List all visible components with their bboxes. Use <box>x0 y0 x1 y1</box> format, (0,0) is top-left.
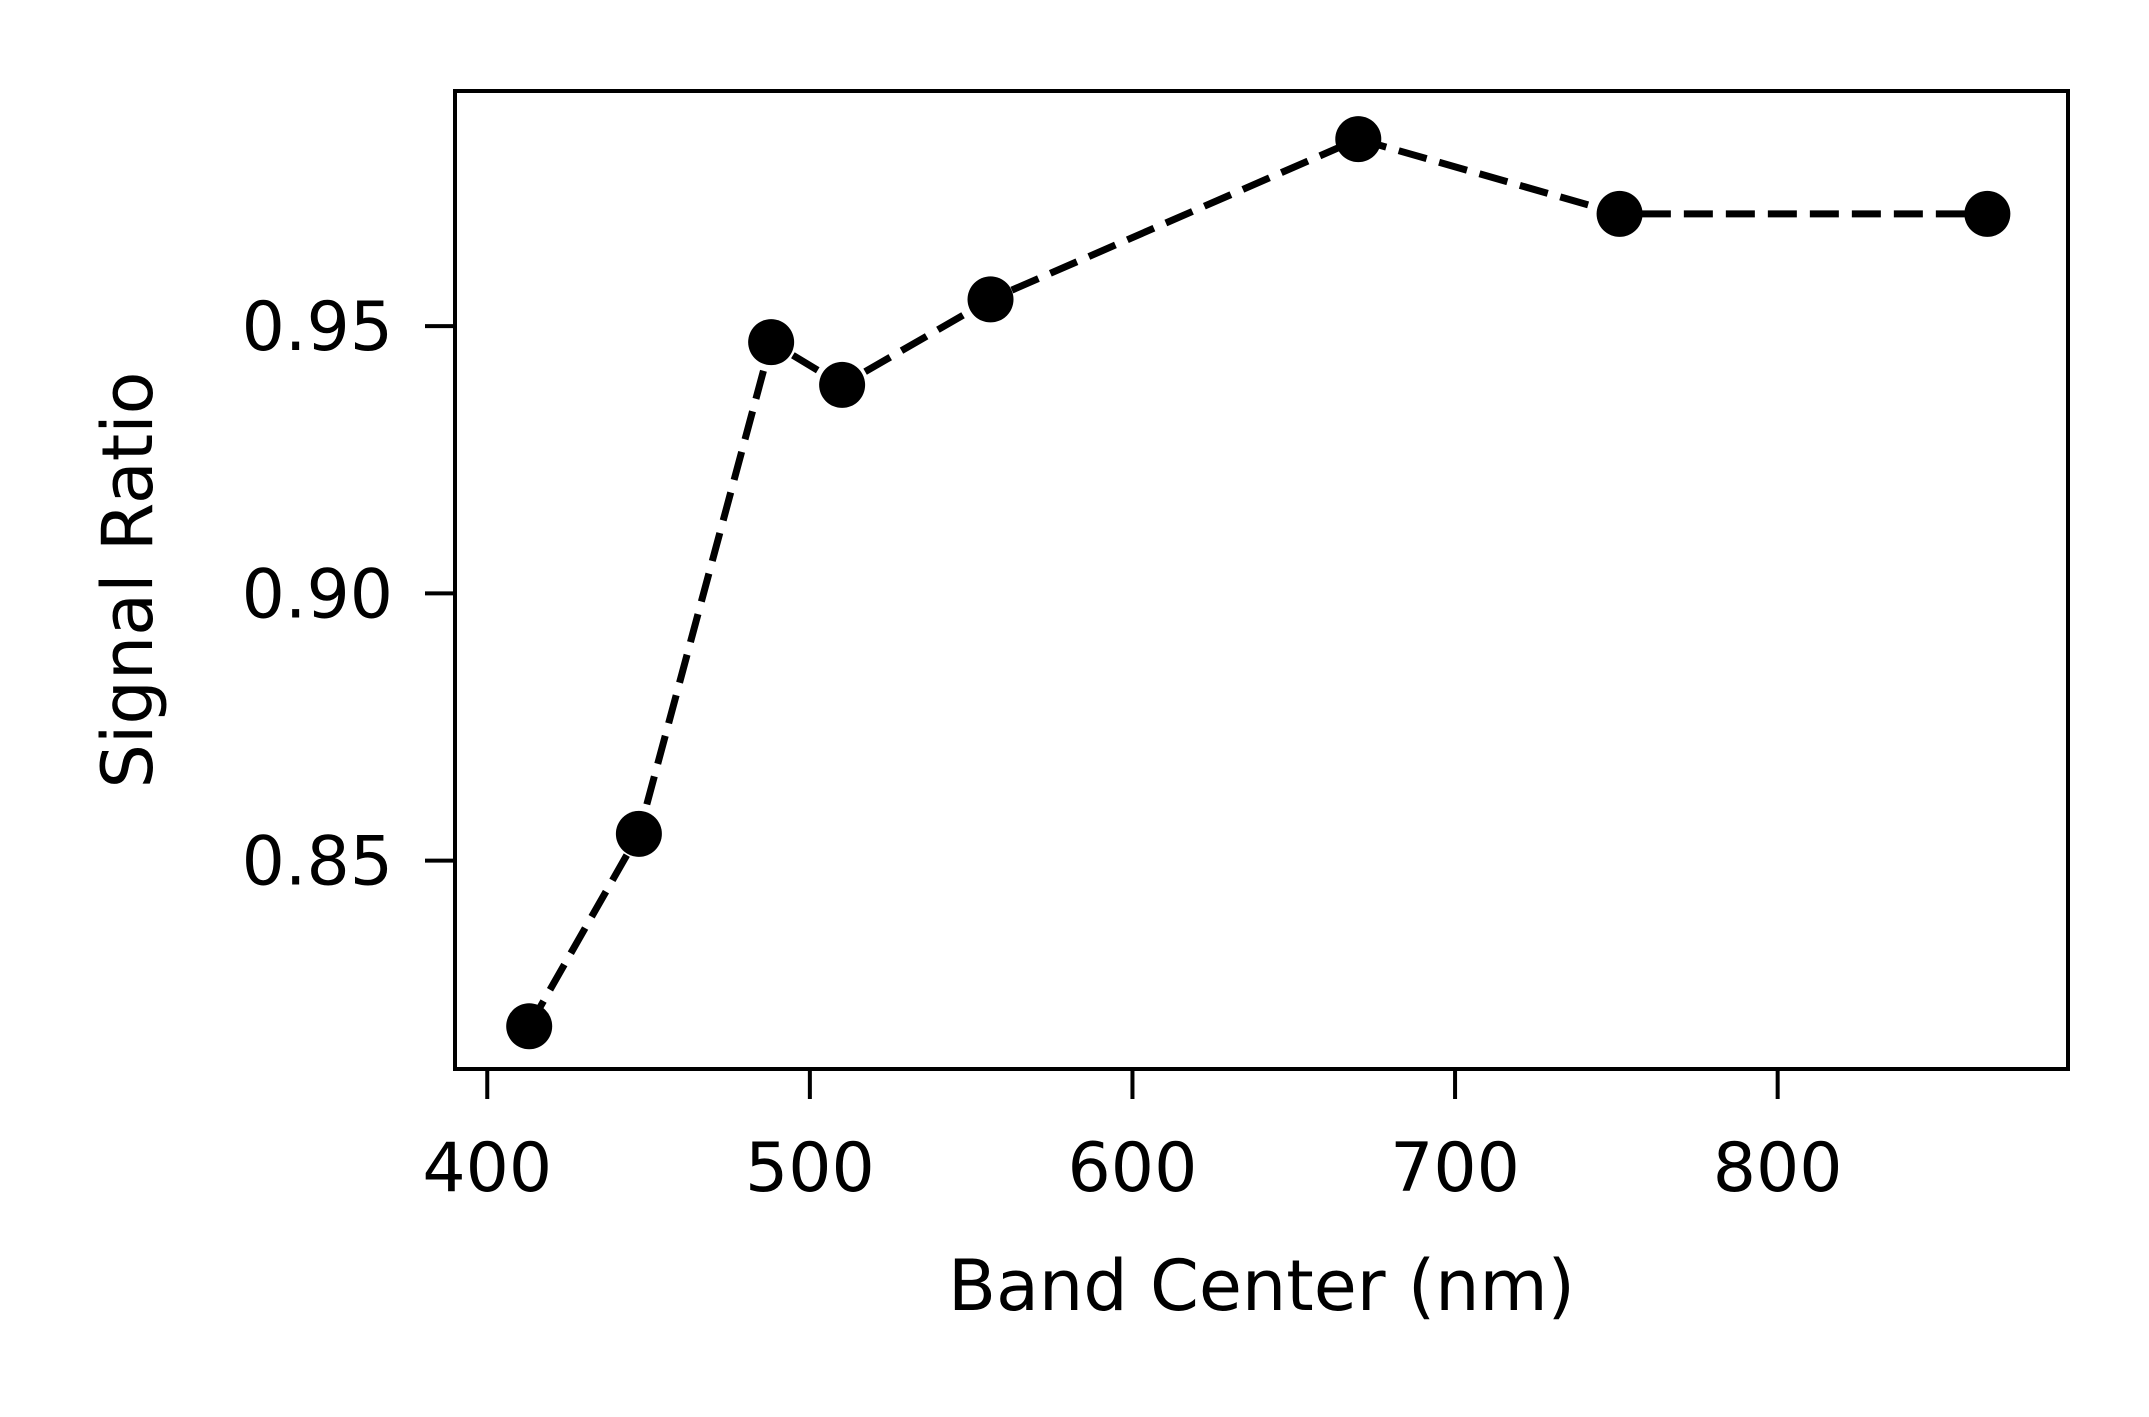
data-point <box>615 810 662 857</box>
data-point <box>1335 116 1382 163</box>
x-tick-label: 500 <box>745 1129 875 1208</box>
data-point <box>506 1003 553 1050</box>
data-point <box>819 361 866 408</box>
y-tick-label: 0.85 <box>242 823 393 902</box>
y-tick-label: 0.90 <box>242 555 393 634</box>
x-axis-ticks: 400 500 600 700 800 <box>422 1069 1843 1208</box>
x-tick-label: 800 <box>1713 1129 1843 1208</box>
y-tick-label: 0.95 <box>242 288 393 367</box>
y-axis-ticks: 0.85 0.90 0.95 <box>242 288 455 902</box>
y-axis-label: Signal Ratio <box>87 372 169 789</box>
data-point <box>1596 190 1643 237</box>
plot-frame <box>453 89 2070 1071</box>
data-point <box>748 319 795 366</box>
plot-content <box>506 116 2011 1050</box>
series-line <box>526 135 1988 1028</box>
x-tick-label: 400 <box>422 1129 552 1208</box>
x-tick-label: 700 <box>1390 1129 1520 1208</box>
data-point <box>1964 190 2011 237</box>
data-point <box>967 276 1014 323</box>
x-axis-label: Band Center (nm) <box>948 1245 1575 1327</box>
x-tick-label: 600 <box>1068 1129 1198 1208</box>
